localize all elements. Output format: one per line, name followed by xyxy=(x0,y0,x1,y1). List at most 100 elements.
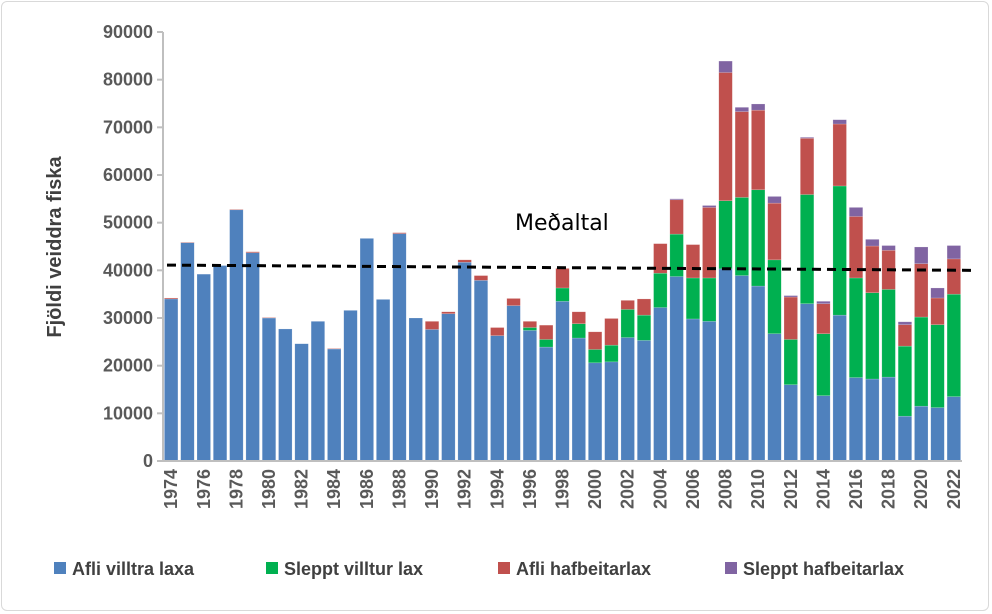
bar-segment-1998-series-3 xyxy=(555,268,570,289)
bar-segment-2006-series-2 xyxy=(685,277,700,320)
bar-segment-2011-series-2 xyxy=(767,259,782,334)
bar-segment-1994-series-3 xyxy=(490,327,505,336)
bar-segment-2015-series-2 xyxy=(832,185,847,316)
bar-segment-2014-series-1 xyxy=(816,395,831,462)
legend-swatch xyxy=(266,562,278,574)
legend-label: Sleppt villtur lax xyxy=(284,559,423,579)
bar-segment-2000-series-2 xyxy=(588,349,603,364)
bar-segment-2016-series-4 xyxy=(848,207,864,217)
bar-segment-2020-series-1 xyxy=(914,405,929,462)
y-tick-label: 40000 xyxy=(103,260,153,280)
bar-segment-2000-series-3 xyxy=(588,331,603,350)
bar-segment-1979-series-3 xyxy=(245,251,260,253)
bar-segment-1977-series-1 xyxy=(213,265,228,462)
x-tick-label: 1984 xyxy=(324,469,344,509)
bar-segment-1990-series-1 xyxy=(425,329,440,462)
x-tick-label: 1978 xyxy=(226,469,246,509)
bar-segment-2022-series-3 xyxy=(946,258,961,295)
bar-segment-2009-series-1 xyxy=(734,275,749,462)
bar-segment-2002-series-3 xyxy=(620,300,635,310)
bar-segment-1997-series-2 xyxy=(539,339,554,348)
y-tick-label: 10000 xyxy=(103,403,153,423)
bar-segment-1989-series-1 xyxy=(408,317,423,462)
x-tick-label: 1974 xyxy=(161,469,181,509)
bar-segment-2009-series-2 xyxy=(734,197,749,276)
bar-segment-1980-series-1 xyxy=(261,317,277,462)
bar-segment-2013-series-3 xyxy=(800,138,815,195)
bar-segment-2006-series-3 xyxy=(685,244,700,279)
bar-segment-2021-series-2 xyxy=(930,324,945,408)
x-tick-label: 1994 xyxy=(487,469,507,509)
bar-segment-2005-series-4 xyxy=(669,198,684,201)
bar-segment-1975-series-3 xyxy=(180,241,195,243)
bar-segment-2020-series-4 xyxy=(914,246,929,264)
bar-segment-2020-series-3 xyxy=(914,263,929,318)
bar-segment-2007-series-1 xyxy=(702,321,717,462)
legend-label: Sleppt hafbeitarlax xyxy=(743,559,904,579)
x-tick-label: 1992 xyxy=(455,469,475,509)
x-tick-label: 1988 xyxy=(389,469,409,509)
bar-segment-1975-series-1 xyxy=(180,242,195,462)
x-tick-label: 2018 xyxy=(879,469,899,509)
bar-segment-1984-series-3 xyxy=(327,348,342,350)
bar-segment-2012-series-3 xyxy=(783,296,798,340)
bar-segment-1996-series-3 xyxy=(522,321,537,328)
bar-segment-2018-series-1 xyxy=(881,376,896,462)
bar-segment-1978-series-3 xyxy=(229,209,244,211)
bar-segment-2005-series-3 xyxy=(669,199,684,235)
x-axis: 1974 1976 1978 1980 1982 1984 1986 1988 1990 1992… xyxy=(161,460,964,509)
bar-segment-2011-series-3 xyxy=(767,202,782,261)
bar-segment-1981-series-1 xyxy=(278,328,293,462)
bar-segment-1994-series-1 xyxy=(490,335,505,462)
bar-segment-2011-series-1 xyxy=(767,333,782,462)
bar-segment-2007-series-2 xyxy=(702,277,717,322)
x-tick-label: 2014 xyxy=(813,469,833,509)
bar-segment-2008-series-1 xyxy=(718,268,733,462)
bar-segment-2009-series-3 xyxy=(734,111,749,198)
x-tick-label: 2006 xyxy=(683,469,703,509)
bar-segment-2002-series-1 xyxy=(620,337,635,462)
x-tick-label: 2020 xyxy=(911,469,931,509)
bar-segment-2014-series-4 xyxy=(816,301,831,304)
bar-segment-1984-series-1 xyxy=(327,348,342,462)
bar-segment-2012-series-1 xyxy=(783,384,798,462)
bar-segment-2010-series-1 xyxy=(751,285,766,462)
y-tick-label: 30000 xyxy=(103,308,153,328)
bar-segment-1991-series-3 xyxy=(441,311,456,314)
legend-swatch xyxy=(725,562,737,574)
bar-segment-1976-series-1 xyxy=(196,273,211,462)
bar-segment-2006-series-1 xyxy=(685,318,700,462)
legend-label: Afli villtra laxa xyxy=(72,559,195,579)
bar-segment-2019-series-4 xyxy=(897,321,912,325)
bar-segment-2010-series-3 xyxy=(751,109,766,191)
bar-segment-2003-series-1 xyxy=(637,340,652,462)
x-tick-label: 2012 xyxy=(781,469,801,509)
bar-segment-2013-series-1 xyxy=(800,303,815,462)
bar-segment-2021-series-1 xyxy=(930,407,945,462)
bar-segment-2019-series-3 xyxy=(897,324,912,347)
bar-segment-2018-series-2 xyxy=(881,289,896,378)
bar-segment-2014-series-2 xyxy=(816,333,831,396)
bars xyxy=(164,60,961,462)
bar-segment-1985-series-1 xyxy=(343,310,358,462)
x-tick-label: 1982 xyxy=(292,469,312,509)
x-tick-label: 1990 xyxy=(422,469,442,509)
bar-segment-2015-series-1 xyxy=(832,314,847,462)
bar-segment-1987-series-1 xyxy=(376,299,391,462)
bar-segment-1980-series-3 xyxy=(261,317,277,319)
bar-segment-2001-series-1 xyxy=(604,361,619,462)
bar-segment-2001-series-2 xyxy=(604,344,619,363)
bar-segment-2015-series-3 xyxy=(832,123,847,187)
x-tick-label: 1976 xyxy=(194,469,214,509)
bar-segment-1986-series-1 xyxy=(359,238,374,462)
bar-segment-2008-series-3 xyxy=(718,72,733,201)
x-tick-label: 2004 xyxy=(650,469,670,509)
bar-segment-2010-series-2 xyxy=(751,189,766,287)
x-tick-label: 2002 xyxy=(618,469,638,509)
bar-segment-1998-series-2 xyxy=(555,287,570,302)
bar-segment-2018-series-4 xyxy=(881,245,896,251)
x-tick-label: 1980 xyxy=(259,469,279,509)
bar-segment-1998-series-1 xyxy=(555,301,570,462)
bar-segment-2017-series-2 xyxy=(865,292,880,380)
